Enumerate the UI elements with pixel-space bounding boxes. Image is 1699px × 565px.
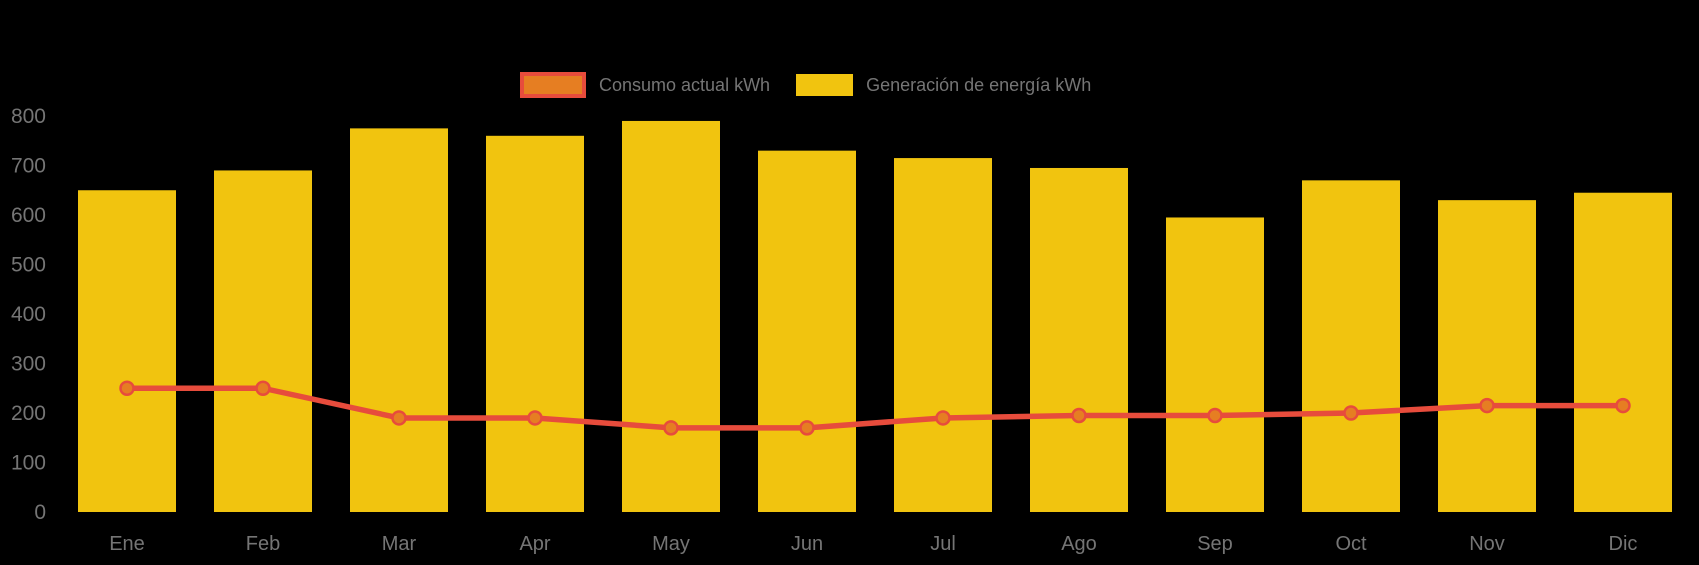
y-axis-tick-label-100: 100 [11,452,46,475]
bar-nov[interactable] [1438,200,1536,512]
line-point-oct[interactable] [1343,405,1359,421]
y-axis-tick-label-0: 0 [34,501,46,524]
x-axis-label-ago: Ago [1061,533,1097,555]
line-point-ene[interactable] [119,380,135,396]
chart-legend: Consumo actual kWh Generación de energía… [520,72,1091,98]
x-axis-label-jun: Jun [791,533,823,555]
x-axis-label-feb: Feb [246,533,280,555]
bar-oct[interactable] [1302,180,1400,512]
bar-mar[interactable] [350,128,448,512]
bar-sep[interactable] [1166,217,1264,512]
y-axis-tick-label-600: 600 [11,204,46,227]
bar-dic[interactable] [1574,192,1672,512]
line-point-apr[interactable] [527,410,543,426]
consumo-line [124,385,1626,431]
legend-item-consumo[interactable]: Consumo actual kWh [520,72,770,98]
y-axis-tick-label-400: 400 [11,303,46,326]
y-axis-tick-label-500: 500 [11,254,46,277]
y-axis-tick-label-800: 800 [11,105,46,128]
bar-may[interactable] [622,120,720,512]
y-axis-tick-label-700: 700 [11,155,46,178]
generacion-swatch-icon [796,74,854,96]
line-point-jun[interactable] [799,420,815,436]
bar-jun[interactable] [758,150,856,512]
line-point-mar[interactable] [391,410,407,426]
x-axis-label-jul: Jul [930,533,956,555]
x-axis-label-dic: Dic [1609,533,1638,555]
x-axis-label-nov: Nov [1469,533,1505,555]
legend-label-generacion: Generación de energía kWh [866,75,1092,95]
bar-jul[interactable] [894,158,992,512]
legend-item-generacion[interactable]: Generación de energía kWh [796,74,1091,96]
bar-ene[interactable] [78,190,176,512]
x-axis-label-sep: Sep [1197,533,1233,555]
x-axis-label-oct: Oct [1335,533,1367,555]
line-point-sep[interactable] [1207,407,1223,424]
consumo-swatch-icon [520,72,586,98]
x-axis-label-apr: Apr [519,533,550,555]
y-axis-tick-label-300: 300 [11,353,46,376]
x-axis-label-may: May [652,533,690,555]
line-point-ago[interactable] [1071,407,1087,424]
line-point-may[interactable] [663,420,679,436]
line-point-dic[interactable] [1615,397,1631,414]
bar-ago[interactable] [1030,167,1128,512]
bar-feb[interactable] [214,170,312,512]
x-axis-label-ene: Ene [109,533,145,555]
x-axis-label-mar: Mar [382,533,417,555]
y-axis-tick-label-200: 200 [11,402,46,425]
line-point-nov[interactable] [1479,397,1495,414]
bar-apr[interactable] [486,135,584,513]
line-point-jul[interactable] [935,410,951,426]
legend-label-consumo: Consumo actual kWh [599,75,771,95]
line-point-feb[interactable] [255,380,271,396]
